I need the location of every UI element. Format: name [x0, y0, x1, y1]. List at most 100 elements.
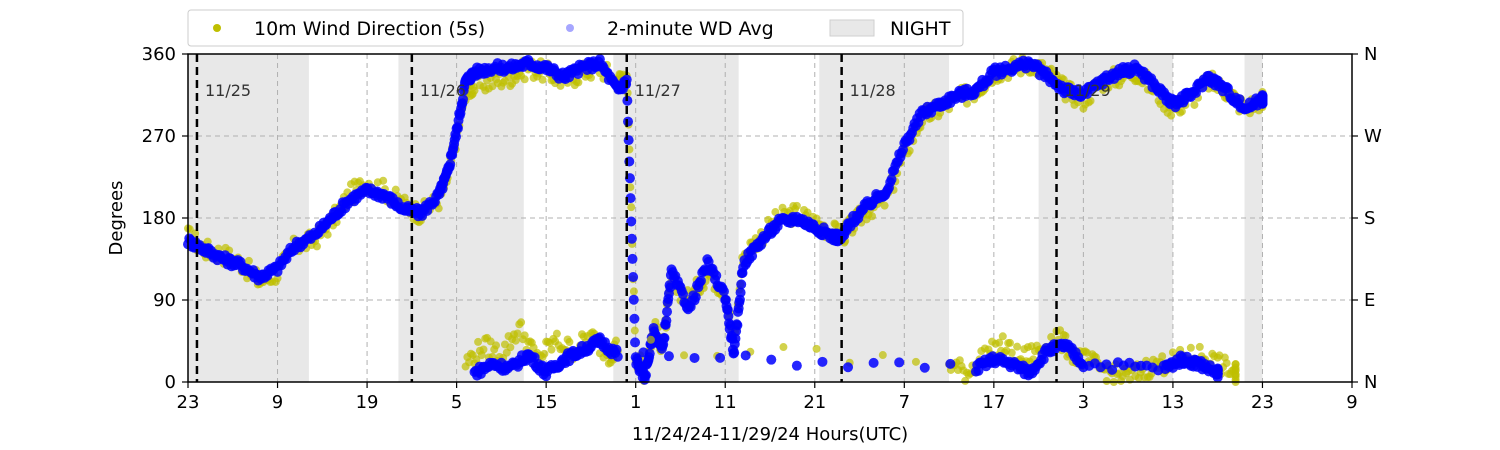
- wind-direction-point: [520, 75, 529, 84]
- wd-avg-point: [868, 357, 879, 368]
- wd-avg-point: [973, 365, 984, 376]
- x-axis-label: 11/24/24-11/29/24 Hours(UTC): [632, 424, 908, 445]
- wind-direction-point: [1231, 360, 1240, 369]
- x-tick-label: 21: [803, 392, 826, 413]
- wd-avg-point: [736, 279, 747, 290]
- y2-tick-label: N: [1364, 372, 1377, 393]
- day-label: 11/29: [1065, 81, 1111, 100]
- wind-direction-point: [1186, 343, 1195, 352]
- wd-avg-point: [623, 116, 634, 127]
- x-tick-label: 9: [1346, 392, 1357, 413]
- wind-direction-point: [1007, 348, 1016, 357]
- wind-direction-point: [998, 332, 1007, 341]
- wind-direction-point: [803, 208, 812, 217]
- wd-avg-point: [715, 352, 726, 363]
- wind-direction-point: [779, 343, 788, 352]
- wd-avg-point: [1234, 94, 1245, 105]
- wind-direction-point: [1086, 96, 1095, 105]
- wind-direction-point: [646, 335, 655, 344]
- y-tick-label: 270: [142, 126, 176, 147]
- wind-direction-point: [244, 256, 253, 265]
- wd-avg-point: [735, 287, 746, 298]
- wind-direction-point: [868, 212, 877, 221]
- wind-direction-point: [1168, 348, 1177, 357]
- x-tick-label: 19: [356, 392, 379, 413]
- legend: 10m Wind Direction (5s) 2-minute WD Avg …: [187, 9, 964, 47]
- wd-avg-point: [626, 233, 637, 244]
- legend-marker-wind-direction: [213, 24, 221, 32]
- wind-direction-point: [538, 75, 547, 84]
- wd-avg-point: [791, 360, 802, 371]
- wind-direction-point: [1158, 352, 1167, 361]
- wind-direction-point: [1047, 333, 1056, 342]
- wind-direction-point: [878, 351, 887, 360]
- y-tick-label: 360: [142, 44, 176, 65]
- wd-avg-point: [729, 347, 740, 358]
- wind-direction-point: [479, 345, 488, 354]
- wd-avg-point: [747, 251, 758, 262]
- wd-avg-point: [919, 362, 930, 373]
- wd-avg-point: [690, 292, 701, 303]
- data-points-layer: [183, 53, 1268, 386]
- wind-direction-point: [880, 201, 889, 210]
- wind-direction-point: [995, 338, 1004, 347]
- wd-avg-point: [1257, 91, 1268, 102]
- wind-direction-point: [629, 287, 638, 296]
- wind-direction-point: [379, 176, 388, 185]
- wind-direction-point: [547, 345, 556, 354]
- wind-direction-point: [1005, 338, 1014, 347]
- wind-direction-point: [506, 343, 515, 352]
- wind-direction-point: [511, 336, 520, 345]
- wind-direction-point: [513, 329, 522, 338]
- wind-direction-point: [323, 230, 332, 239]
- wind-direction-point: [552, 329, 561, 338]
- x-tick-label: 11: [714, 392, 737, 413]
- wd-avg-point: [640, 370, 651, 381]
- wd-avg-point: [627, 253, 638, 264]
- y-tick-label: 180: [142, 208, 176, 229]
- wd-avg-point: [623, 135, 634, 146]
- wind-direction-point: [911, 357, 920, 366]
- wind-direction-point: [565, 338, 574, 347]
- day-markers-layer: 11/25 11/26 11/27 11/28 11/29: [195, 54, 1111, 382]
- wind-direction-point: [470, 86, 479, 95]
- wd-avg-point: [659, 333, 670, 344]
- wd-avg-point: [843, 362, 854, 373]
- day-label: 11/28: [850, 81, 896, 100]
- wd-avg-point: [662, 306, 673, 317]
- day-label: 11/27: [635, 81, 681, 100]
- wind-direction-point: [1167, 111, 1176, 120]
- wind-direction-point: [1231, 366, 1240, 375]
- wd-avg-point: [458, 94, 469, 105]
- wd-avg-point: [625, 193, 636, 204]
- y-axis-label: Degrees: [106, 181, 127, 256]
- wind-direction-point: [1013, 342, 1022, 351]
- wind-direction-point: [1222, 359, 1231, 368]
- legend-patch-night: [829, 19, 875, 37]
- wind-direction-point: [680, 351, 689, 360]
- wind-direction-point: [472, 355, 481, 364]
- y-tick-label: 90: [153, 290, 176, 311]
- wind-direction-point: [630, 326, 639, 335]
- wind-direction-point: [627, 203, 636, 212]
- wd-avg-point: [723, 311, 734, 322]
- x-tick-label: 17: [982, 392, 1005, 413]
- wd-avg-point: [718, 286, 729, 297]
- wd-avg-point: [945, 358, 956, 369]
- wd-avg-point: [663, 351, 674, 362]
- wd-avg-point: [630, 337, 641, 348]
- day-label: 11/25: [205, 81, 251, 100]
- y2-tick-label: W: [1364, 126, 1382, 147]
- legend-label-wd-avg: 2-minute WD Avg: [607, 18, 774, 40]
- legend-marker-wd-avg: [566, 24, 574, 32]
- x-tick-label: 23: [177, 392, 200, 413]
- wind-direction-point: [556, 81, 565, 90]
- wd-avg-point: [629, 313, 640, 324]
- wind-direction-point: [1102, 377, 1111, 386]
- x-tick-label: 9: [272, 392, 283, 413]
- wind-direction-point: [540, 349, 549, 358]
- y-tick-label: 0: [165, 372, 176, 393]
- wind-direction-point: [586, 73, 595, 82]
- wind-direction-point: [574, 78, 583, 87]
